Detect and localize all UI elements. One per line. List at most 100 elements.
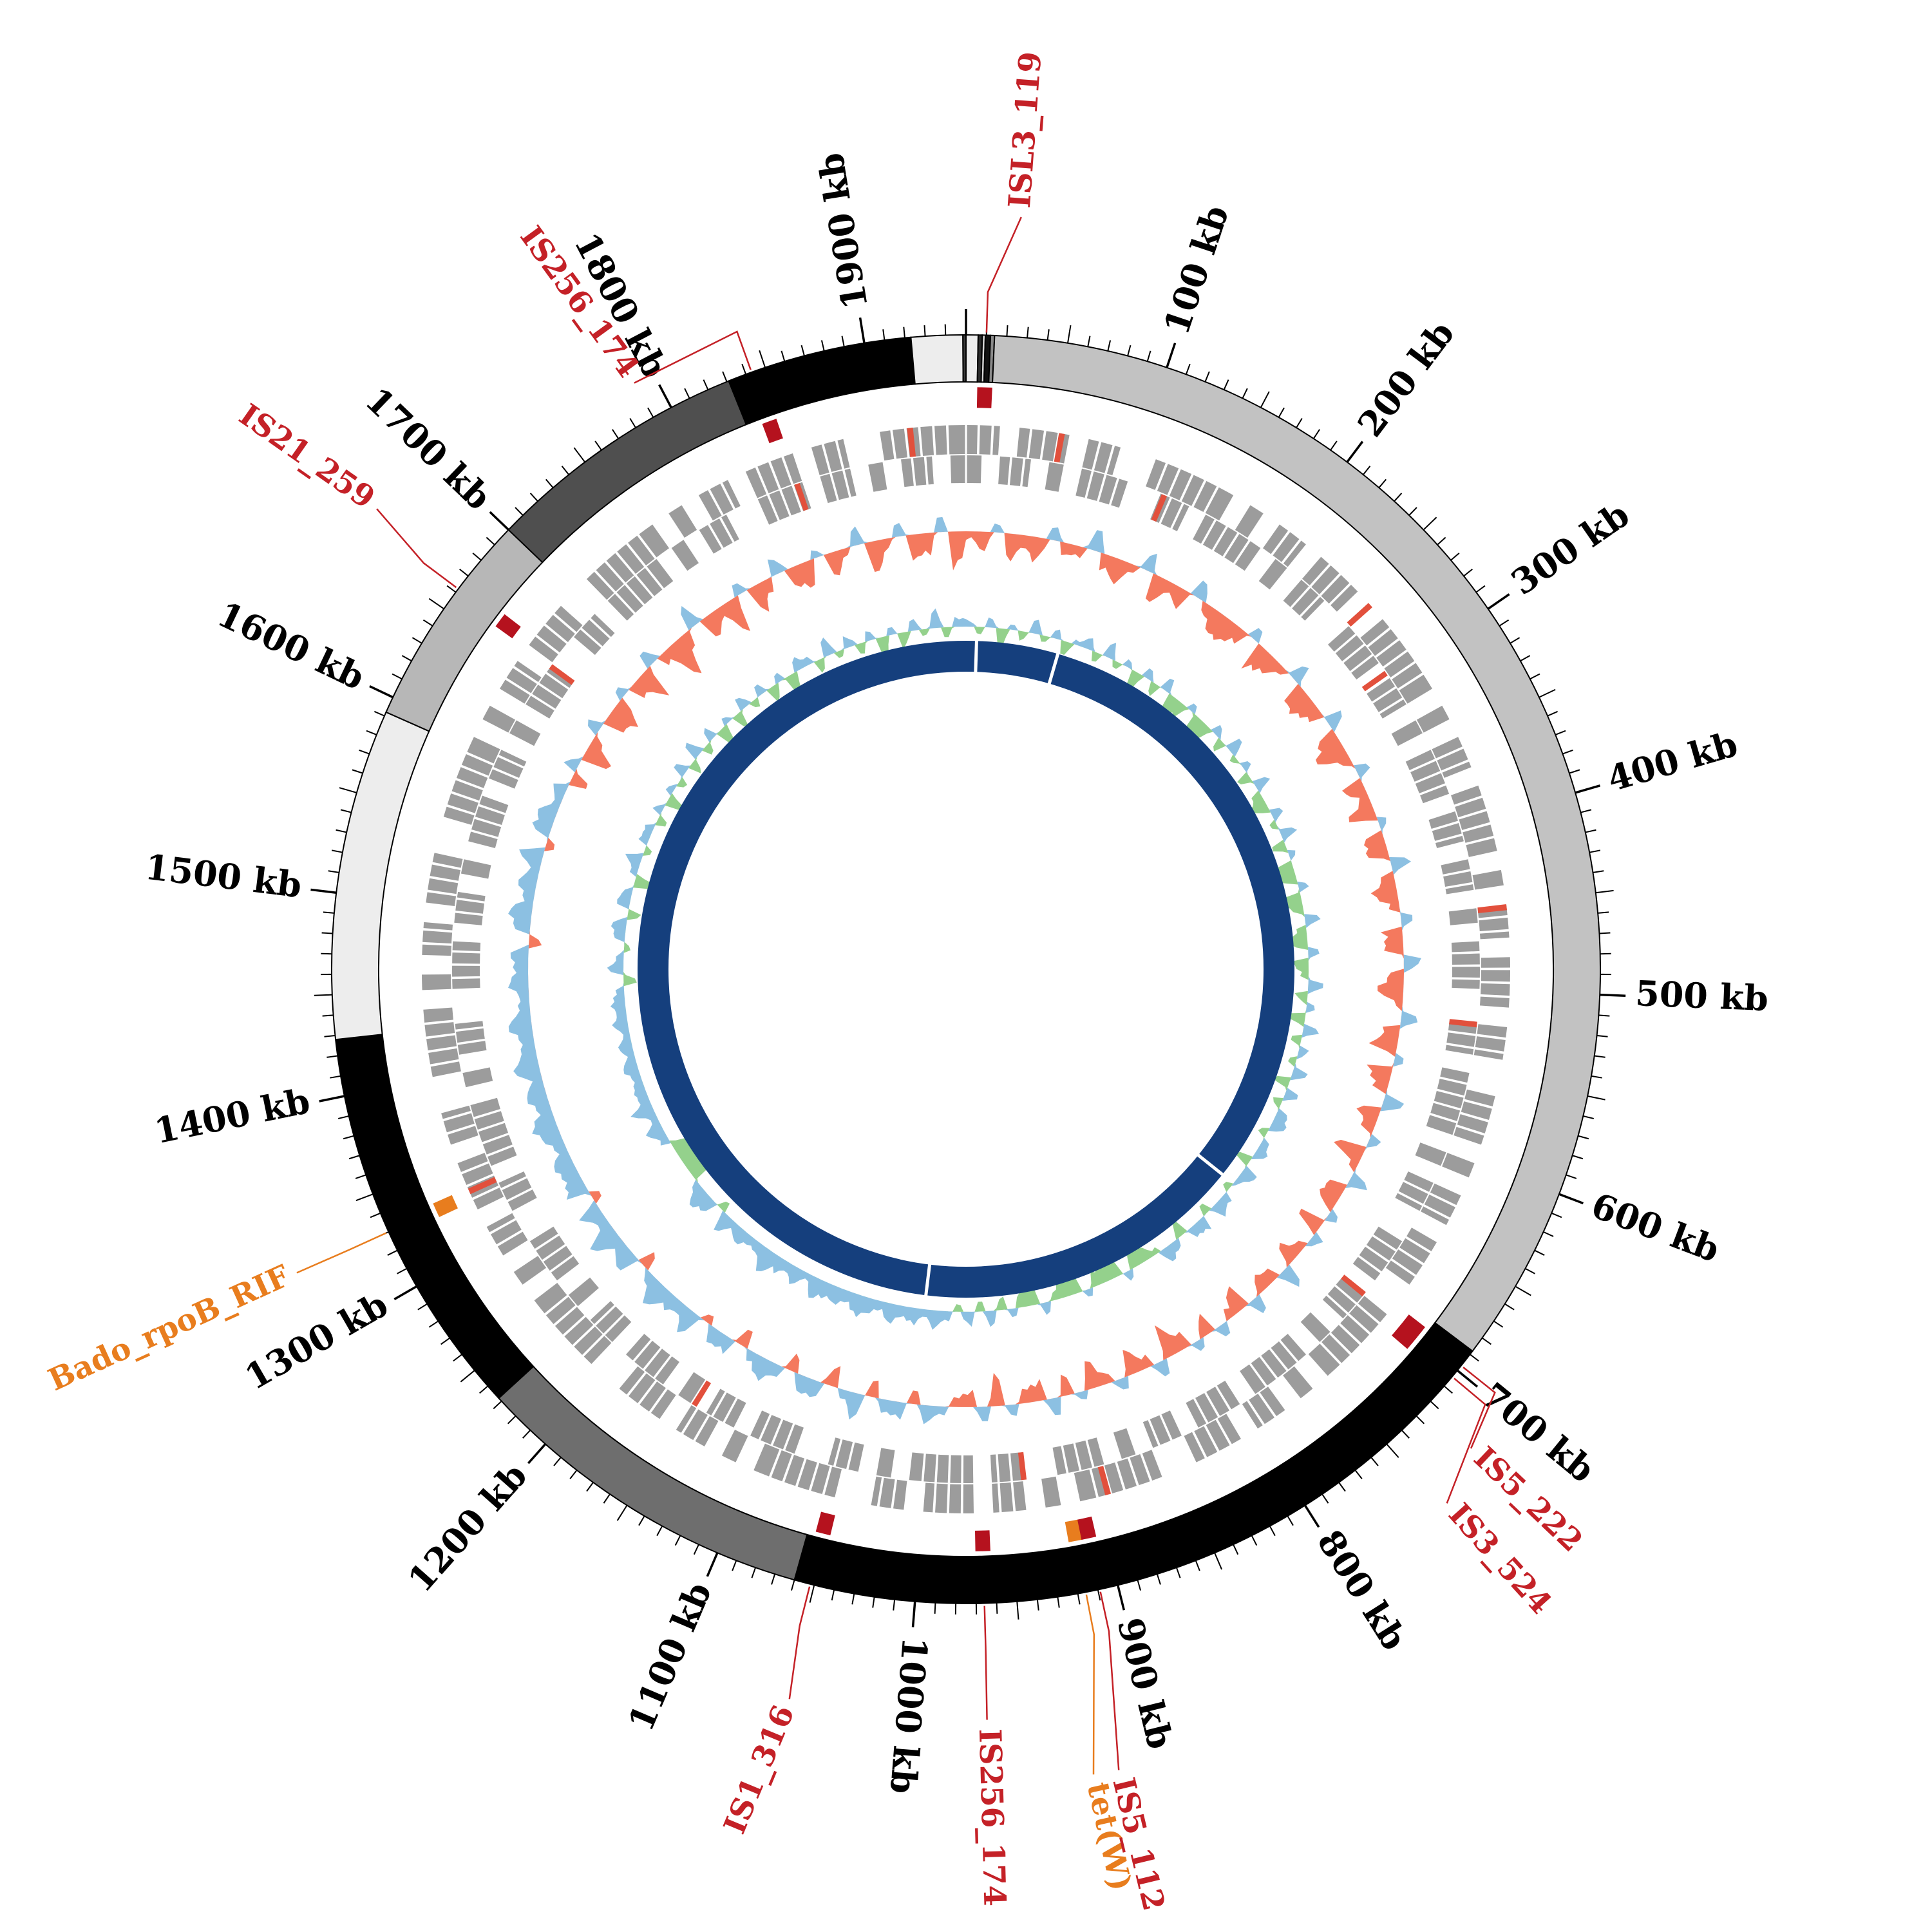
axis-tick <box>1572 1155 1584 1160</box>
axis-tick <box>340 809 352 813</box>
axis-tick <box>1067 325 1072 343</box>
axis-tick <box>1260 391 1270 408</box>
axis-tick <box>612 429 620 439</box>
axis-tick-label: 1200 kb <box>400 1455 535 1600</box>
axis-tick-label: 500 kb <box>1634 972 1769 1019</box>
axis-tick <box>616 1504 628 1521</box>
axis-tick <box>322 1014 334 1017</box>
axis-tick <box>1599 932 1611 934</box>
axis-tick <box>327 1055 338 1058</box>
axis-tick <box>1127 345 1132 356</box>
axis-tick <box>656 1526 663 1537</box>
axis-tick-label: 1700 kb <box>357 379 500 518</box>
axis-tick <box>1470 1354 1479 1362</box>
axis-tick <box>337 1115 349 1119</box>
axis-tick <box>1591 1075 1602 1079</box>
coverage-ring <box>638 641 1294 1298</box>
axis-tick <box>1303 1504 1320 1528</box>
axis-tick <box>472 553 482 561</box>
axis-tick <box>1580 809 1592 813</box>
contig-gap <box>923 1262 932 1298</box>
axis-tick <box>1175 1567 1181 1578</box>
axis-tick <box>771 1573 776 1585</box>
feature-label: IS1_316 <box>717 1700 801 1839</box>
axis-tick <box>1463 569 1473 577</box>
axis-tick <box>703 379 709 390</box>
axis-tick <box>1596 1034 1608 1037</box>
axis-tick-label: 400 kb <box>1603 723 1742 800</box>
axis-tick <box>1312 429 1320 439</box>
axis-tick <box>507 1415 516 1425</box>
axis-tick-label: 1400 kb <box>151 1080 313 1152</box>
axis-tick <box>1204 371 1210 383</box>
gene-track-forward <box>421 424 1511 1515</box>
axis-tick <box>1534 1249 1545 1256</box>
axis-tick <box>1530 673 1540 680</box>
axis-tick-label: 1600 kb <box>211 593 371 698</box>
axis-tick <box>545 478 554 488</box>
axis-tick <box>366 730 377 735</box>
axis-tick <box>1515 1285 1531 1296</box>
axis-tick <box>732 1560 737 1571</box>
axis-tick <box>1543 1231 1554 1237</box>
axis-tick <box>1321 1493 1329 1504</box>
axis-tick <box>348 1155 360 1160</box>
axis-tick <box>453 1354 462 1362</box>
axis-tick <box>324 1034 336 1037</box>
axis-tick <box>1185 363 1191 375</box>
axis-tick <box>1386 1443 1399 1458</box>
axis-tick <box>1117 1584 1125 1611</box>
axis-tick <box>314 994 332 996</box>
axis-tick <box>872 1596 875 1608</box>
axis-tick <box>440 1337 451 1345</box>
axis-tick <box>323 911 334 914</box>
axis-tick <box>428 1320 439 1328</box>
contig-gap <box>1046 650 1061 687</box>
axis-tick <box>594 440 602 451</box>
axis-tick <box>1378 478 1387 488</box>
axis-tick <box>684 388 690 399</box>
axis-tick <box>417 1303 428 1311</box>
axis-tick <box>1524 1267 1535 1274</box>
feature-leader-line <box>983 1605 988 1720</box>
axis-tick <box>336 829 347 833</box>
axis-tick <box>1566 1174 1577 1179</box>
axis-tick <box>1450 553 1460 561</box>
axis-tick <box>944 324 947 336</box>
axis-tick <box>1487 593 1510 610</box>
axis-tick <box>1097 1589 1101 1601</box>
axis-tick-label: 1100 kb <box>620 1576 720 1737</box>
axis-tick <box>1499 619 1510 627</box>
axis-tick <box>741 363 747 375</box>
axis-tick <box>586 1482 594 1492</box>
axis-tick <box>781 350 786 362</box>
axis-tick <box>1481 1337 1492 1345</box>
axis-tick <box>328 870 339 873</box>
axis-tick <box>1504 1303 1515 1311</box>
axis-tick <box>1156 1573 1161 1585</box>
axis-tick <box>310 888 337 895</box>
axis-tick <box>751 1567 757 1578</box>
feature-leader-line <box>296 1232 387 1274</box>
axis-tick <box>629 418 636 428</box>
axis-tick-label: 300 kb <box>1504 493 1636 603</box>
axis-tick <box>1569 769 1580 774</box>
axis-tick-label: 900 kb <box>1110 1614 1182 1753</box>
axis-tick <box>1394 493 1403 502</box>
axis-tick <box>851 1593 855 1605</box>
axis-tick-label: 1500 kb <box>143 846 304 906</box>
axis-tick <box>1510 637 1520 644</box>
axis-tick <box>1137 1580 1141 1591</box>
axis-tick <box>1578 1135 1589 1140</box>
axis-tick <box>319 1095 345 1103</box>
axis-tick <box>352 769 363 774</box>
axis-tick <box>370 1212 381 1218</box>
feature-annotations: ISL3_119IS256_174IS21_259Bado_rpoB_RIFIS… <box>43 50 1589 1914</box>
axis-tick <box>527 1443 547 1464</box>
axis-tick <box>1370 1457 1379 1466</box>
axis-tick <box>1401 1430 1410 1439</box>
axis-tick <box>882 329 886 341</box>
axis-tick <box>1443 1385 1453 1394</box>
axis-tick-label: 800 kb <box>1309 1522 1416 1657</box>
